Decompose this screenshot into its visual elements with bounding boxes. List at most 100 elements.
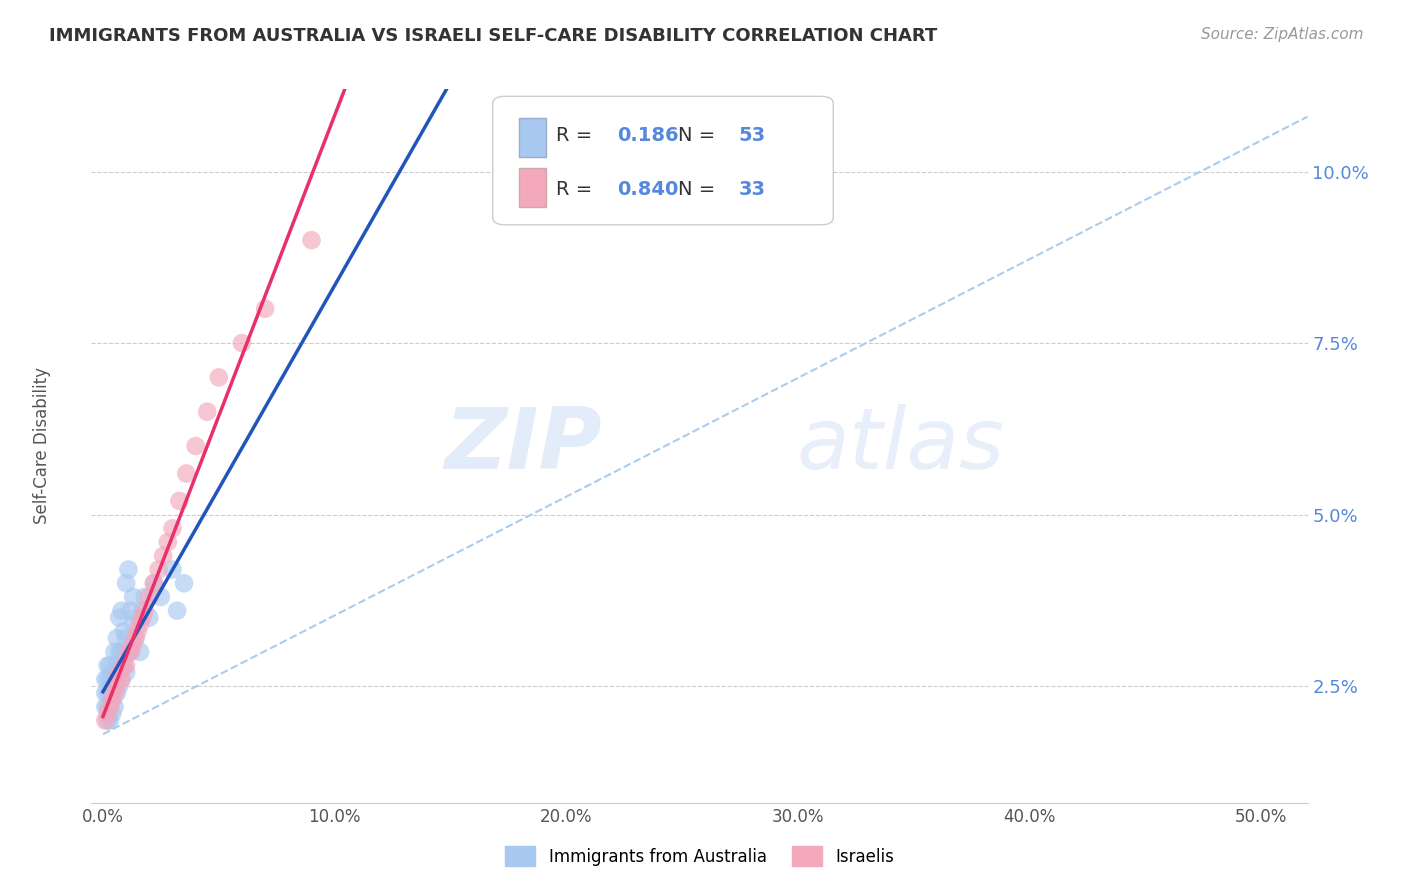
Point (97, 706, 120, 721)
Text: R =: R = (555, 179, 599, 199)
Point (176, 467, 198, 481)
Point (120, 645, 142, 659)
Text: ZIP: ZIP (444, 404, 602, 488)
Point (101, 693, 124, 707)
Legend: Immigrants from Australia, Israelis: Immigrants from Australia, Israelis (499, 839, 900, 873)
Text: N =: N = (678, 126, 721, 145)
Point (208, 370, 231, 384)
Point (162, 562, 184, 576)
Point (138, 610, 160, 624)
Point (103, 699, 125, 714)
Point (110, 673, 132, 687)
Point (98, 714, 121, 728)
Point (127, 610, 149, 624)
Point (103, 645, 125, 659)
Point (110, 645, 132, 659)
Point (149, 590, 172, 604)
Point (254, 301, 277, 316)
Point (97, 686, 120, 700)
Text: 0.840: 0.840 (617, 179, 678, 199)
Point (134, 604, 156, 618)
Point (134, 590, 156, 604)
Text: 33: 33 (738, 179, 765, 199)
Point (166, 604, 188, 618)
Point (131, 604, 153, 618)
Point (184, 439, 207, 453)
Point (138, 590, 160, 604)
Point (162, 521, 184, 535)
Point (112, 658, 135, 673)
Point (173, 576, 195, 591)
Point (124, 631, 146, 645)
Point (110, 673, 132, 687)
Point (101, 679, 124, 693)
Point (94, 699, 117, 714)
Point (98, 658, 121, 673)
Point (129, 645, 152, 659)
Point (98, 686, 121, 700)
Point (156, 535, 179, 549)
Point (103, 679, 125, 693)
Point (101, 665, 124, 680)
Point (98, 673, 121, 687)
Text: Source: ZipAtlas.com: Source: ZipAtlas.com (1201, 27, 1364, 42)
Point (120, 604, 142, 618)
Point (97, 658, 120, 673)
Text: N =: N = (678, 179, 721, 199)
Point (108, 610, 131, 624)
Text: Self-Care Disability: Self-Care Disability (34, 368, 51, 524)
Point (112, 624, 135, 639)
Point (98, 699, 121, 714)
Point (195, 405, 218, 419)
Point (97, 699, 120, 714)
Point (105, 673, 128, 687)
Text: 0.186: 0.186 (617, 126, 679, 145)
Point (108, 679, 131, 693)
Point (120, 645, 142, 659)
Point (122, 638, 145, 652)
Point (112, 658, 135, 673)
FancyBboxPatch shape (492, 96, 834, 225)
Point (94, 714, 117, 728)
Point (108, 665, 131, 680)
Point (108, 645, 131, 659)
Point (131, 610, 153, 624)
Point (103, 665, 125, 680)
Point (115, 665, 138, 680)
Point (94, 673, 117, 687)
Point (105, 658, 128, 673)
Point (127, 624, 149, 639)
Text: 53: 53 (738, 126, 765, 145)
Point (231, 336, 253, 351)
Point (301, 233, 323, 247)
Point (101, 693, 124, 707)
Point (101, 706, 124, 721)
Text: atlas: atlas (797, 404, 1005, 488)
Point (105, 631, 128, 645)
Point (115, 658, 138, 673)
Text: IMMIGRANTS FROM AUSTRALIA VS ISRAELI SELF-CARE DISABILITY CORRELATION CHART: IMMIGRANTS FROM AUSTRALIA VS ISRAELI SEL… (49, 27, 938, 45)
Point (117, 645, 139, 659)
Point (105, 673, 128, 687)
Point (103, 686, 125, 700)
Point (148, 562, 170, 576)
Point (124, 631, 146, 645)
Point (105, 686, 128, 700)
Point (122, 590, 145, 604)
Point (115, 631, 138, 645)
Point (152, 549, 174, 563)
Point (97, 714, 120, 728)
Point (129, 617, 152, 632)
Point (110, 604, 132, 618)
Point (97, 673, 120, 687)
Point (142, 576, 165, 591)
Point (122, 617, 145, 632)
Point (94, 686, 117, 700)
Point (115, 576, 138, 591)
Point (117, 562, 139, 576)
Text: R =: R = (555, 126, 599, 145)
Bar (519, 168, 547, 207)
Point (142, 576, 165, 591)
Point (117, 645, 139, 659)
Point (105, 679, 128, 693)
